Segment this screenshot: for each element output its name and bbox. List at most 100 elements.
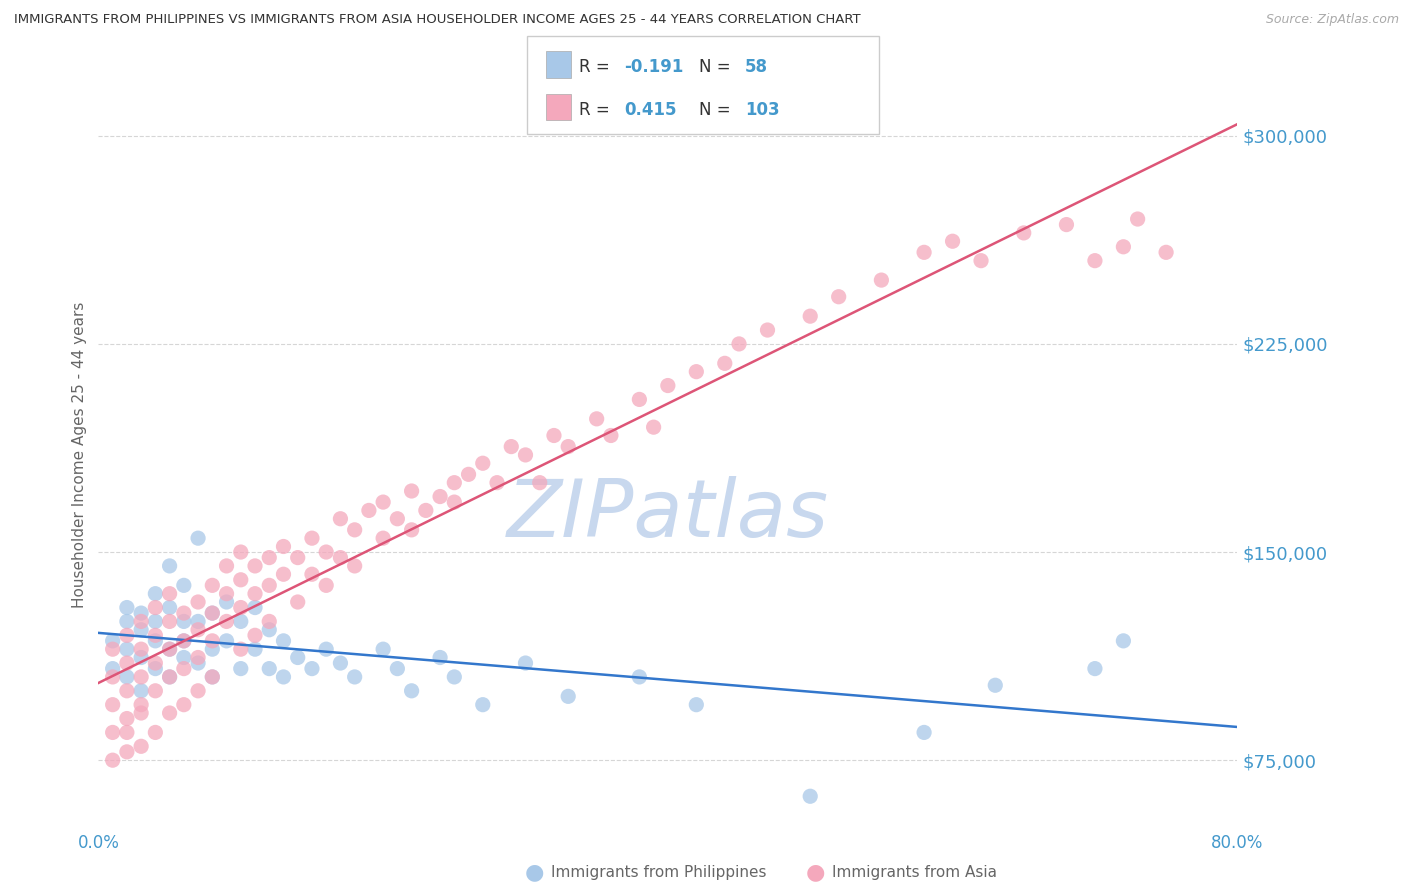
Point	[129, 606, 152, 620]
Point	[273, 567, 295, 582]
Point	[159, 706, 181, 720]
Point	[259, 578, 281, 592]
Point	[343, 558, 366, 573]
Point	[1056, 218, 1078, 232]
Point	[870, 273, 893, 287]
Point	[145, 683, 167, 698]
Point	[201, 642, 224, 657]
Point	[984, 678, 1007, 692]
Text: R =: R =	[579, 101, 616, 119]
Point	[229, 615, 252, 629]
Point	[329, 512, 352, 526]
Point	[315, 545, 337, 559]
Point	[643, 420, 665, 434]
Point	[129, 683, 152, 698]
Text: N =: N =	[699, 58, 735, 76]
Text: ●: ●	[806, 863, 825, 882]
Point	[243, 558, 266, 573]
Point	[129, 615, 152, 629]
Point	[273, 540, 295, 554]
Text: IMMIGRANTS FROM PHILIPPINES VS IMMIGRANTS FROM ASIA HOUSEHOLDER INCOME AGES 25 -: IMMIGRANTS FROM PHILIPPINES VS IMMIGRANT…	[14, 13, 860, 27]
Point	[912, 725, 935, 739]
Point	[443, 670, 465, 684]
Point	[259, 550, 281, 565]
Point	[315, 642, 337, 657]
Point	[600, 428, 623, 442]
Point	[173, 578, 195, 592]
Point	[229, 662, 252, 676]
Point	[215, 558, 238, 573]
Point	[585, 412, 607, 426]
Point	[115, 712, 138, 726]
Point	[1112, 240, 1135, 254]
Point	[429, 490, 451, 504]
Point	[187, 595, 209, 609]
Point	[229, 642, 252, 657]
Point	[501, 440, 523, 454]
Text: -0.191: -0.191	[624, 58, 683, 76]
Point	[243, 642, 266, 657]
Point	[259, 615, 281, 629]
Text: ●: ●	[524, 863, 544, 882]
Point	[229, 573, 252, 587]
Point	[756, 323, 779, 337]
Point	[129, 706, 152, 720]
Point	[728, 337, 751, 351]
Point	[515, 448, 537, 462]
Point	[215, 595, 238, 609]
Point	[543, 428, 565, 442]
Point	[1084, 662, 1107, 676]
Point	[115, 670, 138, 684]
Point	[373, 495, 395, 509]
Point	[229, 545, 252, 559]
Point	[1012, 226, 1035, 240]
Point	[201, 606, 224, 620]
Text: ZIPatlas: ZIPatlas	[506, 475, 830, 554]
Point	[215, 633, 238, 648]
Point	[657, 378, 679, 392]
Point	[273, 670, 295, 684]
Point	[159, 600, 181, 615]
Point	[129, 670, 152, 684]
Text: 103: 103	[745, 101, 780, 119]
Point	[329, 550, 352, 565]
Point	[373, 531, 395, 545]
Point	[486, 475, 509, 490]
Point	[387, 512, 409, 526]
Point	[201, 578, 224, 592]
Point	[401, 523, 423, 537]
Point	[115, 683, 138, 698]
Text: 58: 58	[745, 58, 768, 76]
Point	[129, 642, 152, 657]
Point	[215, 615, 238, 629]
Point	[173, 615, 195, 629]
Point	[187, 683, 209, 698]
Point	[115, 725, 138, 739]
Point	[159, 642, 181, 657]
Point	[1154, 245, 1177, 260]
Point	[329, 656, 352, 670]
Point	[912, 245, 935, 260]
Point	[1126, 212, 1149, 227]
Point	[685, 365, 707, 379]
Point	[115, 628, 138, 642]
Point	[457, 467, 479, 482]
Y-axis label: Householder Income Ages 25 - 44 years: Householder Income Ages 25 - 44 years	[72, 301, 87, 608]
Text: Immigrants from Asia: Immigrants from Asia	[832, 865, 997, 880]
Point	[173, 698, 195, 712]
Point	[115, 615, 138, 629]
Point	[942, 234, 965, 248]
Point	[215, 587, 238, 601]
Point	[415, 503, 437, 517]
Point	[115, 642, 138, 657]
Point	[187, 531, 209, 545]
Point	[159, 642, 181, 657]
Point	[129, 650, 152, 665]
Point	[443, 495, 465, 509]
Point	[557, 440, 579, 454]
Point	[115, 745, 138, 759]
Point	[401, 683, 423, 698]
Point	[129, 698, 152, 712]
Point	[301, 531, 323, 545]
Point	[145, 587, 167, 601]
